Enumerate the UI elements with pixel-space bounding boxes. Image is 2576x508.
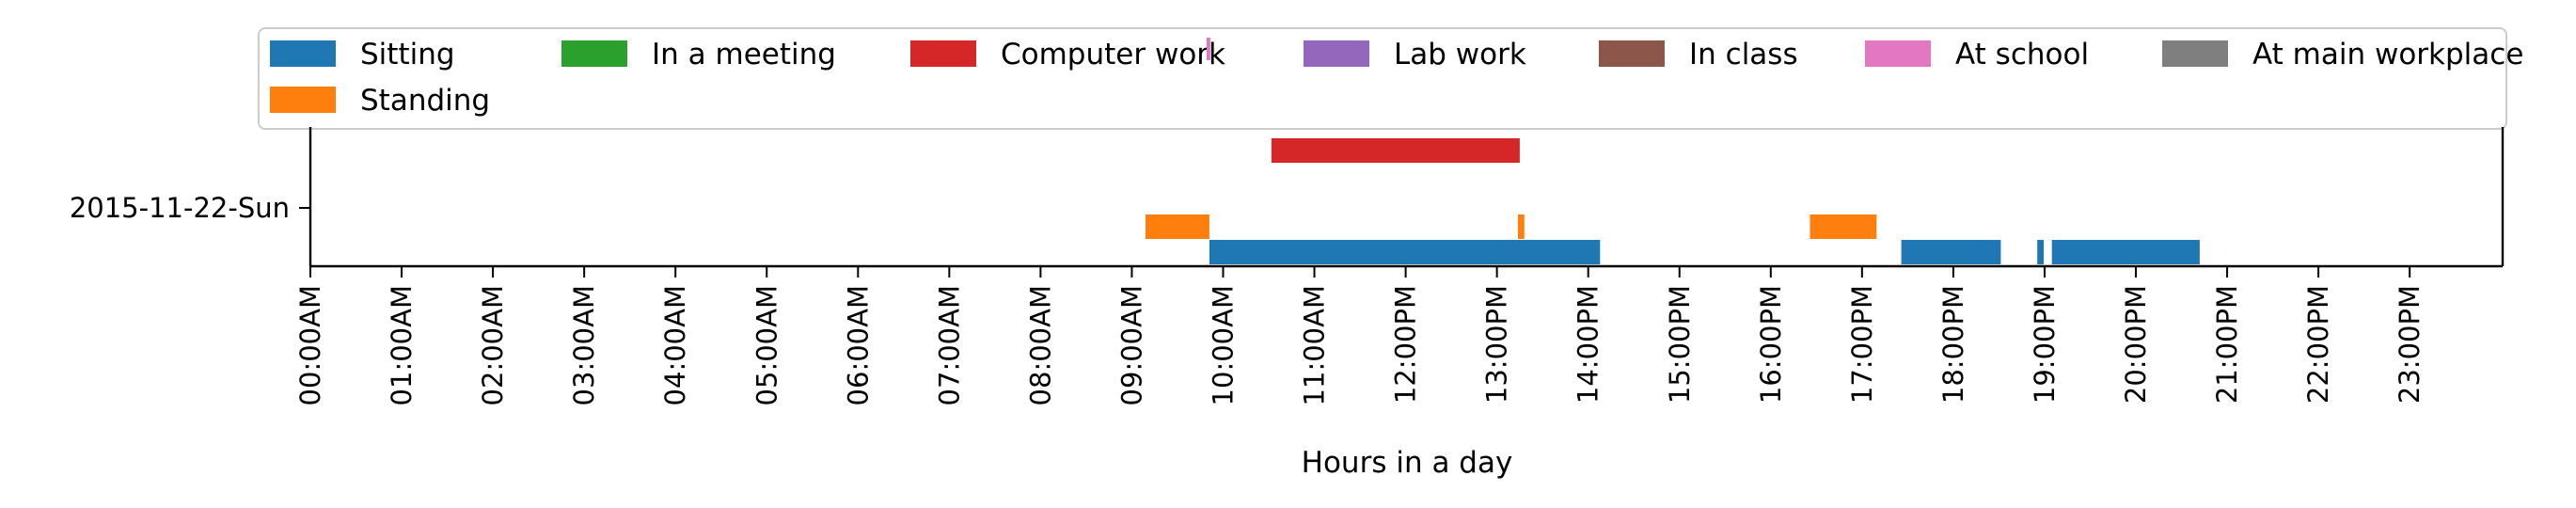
- legend-swatch-in-a-meeting: [561, 40, 627, 67]
- x-tick-label: 05:00AM: [751, 285, 782, 405]
- legend-label-computer-work: Computer work: [1001, 38, 1225, 71]
- legend-label-at-main-workplace: At main workplace: [2252, 38, 2523, 71]
- x-tick-label: 01:00AM: [386, 285, 418, 405]
- x-tick-label: 07:00AM: [933, 285, 965, 405]
- legend-swatch-sitting: [270, 40, 336, 67]
- bar-sitting-3: [2051, 240, 2200, 264]
- x-tick-label: 22:00PM: [2302, 285, 2334, 404]
- legend: Sitting Standing In a meeting Computer work…: [258, 27, 2523, 130]
- legend-frame: [258, 27, 2507, 130]
- x-tick-label: 19:00PM: [2029, 285, 2061, 404]
- x-tick-label: 21:00PM: [2211, 285, 2243, 404]
- legend-swatch-lab-work: [1304, 40, 1369, 67]
- bar-sitting-1: [1901, 240, 2001, 264]
- legend-label-in-a-meeting: In a meeting: [652, 38, 836, 71]
- x-tick-label: 03:00AM: [568, 285, 600, 405]
- legend-label-sitting: Sitting: [360, 38, 455, 71]
- legend-swatch-standing: [270, 87, 336, 113]
- y-axis: 2015-11-22-Sun: [70, 192, 310, 224]
- bar-standing-2: [1810, 214, 1877, 239]
- legend-swatch-computer-work: [910, 40, 976, 67]
- x-tick-label: 00:00AM: [294, 285, 326, 405]
- y-category-label: 2015-11-22-Sun: [70, 192, 290, 224]
- x-tick-label: 13:00PM: [1481, 285, 1513, 404]
- x-tick-label: 08:00AM: [1024, 285, 1056, 405]
- legend-label-in-class: In class: [1689, 38, 1798, 71]
- legend-label-at-school: At school: [1955, 38, 2089, 71]
- x-axis: 00:00AM 01:00AM 02:00AM 03:00AM 04:00AM 05:00…: [294, 266, 2426, 405]
- x-tick-label: 04:00AM: [659, 285, 691, 405]
- x-tick-label: 18:00PM: [1937, 285, 1969, 404]
- bar-sitting-2: [2037, 240, 2044, 264]
- x-tick-label: 16:00PM: [1755, 285, 1787, 404]
- legend-swatch-at-school: [1865, 40, 1931, 67]
- x-tick-label: 23:00PM: [2394, 285, 2426, 404]
- x-tick-label: 11:00AM: [1299, 285, 1331, 405]
- x-tick-label: 06:00AM: [842, 285, 874, 405]
- x-tick-label: 02:00AM: [477, 285, 509, 405]
- x-axis-title: Hours in a day: [1302, 446, 1513, 480]
- legend-swatch-at-main-workplace: [2162, 40, 2228, 67]
- legend-swatch-in-class: [1599, 40, 1665, 67]
- x-tick-label: 09:00AM: [1115, 285, 1147, 405]
- x-tick-label: 14:00PM: [1572, 285, 1604, 404]
- legend-label-standing: Standing: [360, 84, 490, 118]
- bar-standing-1: [1518, 214, 1525, 239]
- bar-at-school-0: [1207, 38, 1210, 60]
- bar-standing-0: [1146, 214, 1209, 239]
- x-tick-label: 12:00PM: [1390, 285, 1422, 404]
- bar-computer-work-0: [1271, 138, 1520, 163]
- x-tick-label: 17:00PM: [1846, 285, 1878, 404]
- legend-label-lab-work: Lab work: [1394, 38, 1526, 71]
- x-tick-label: 10:00AM: [1208, 285, 1240, 405]
- x-tick-label: 20:00PM: [2120, 285, 2152, 404]
- x-tick-label: 15:00PM: [1664, 285, 1696, 404]
- bar-sitting-0: [1209, 240, 1601, 264]
